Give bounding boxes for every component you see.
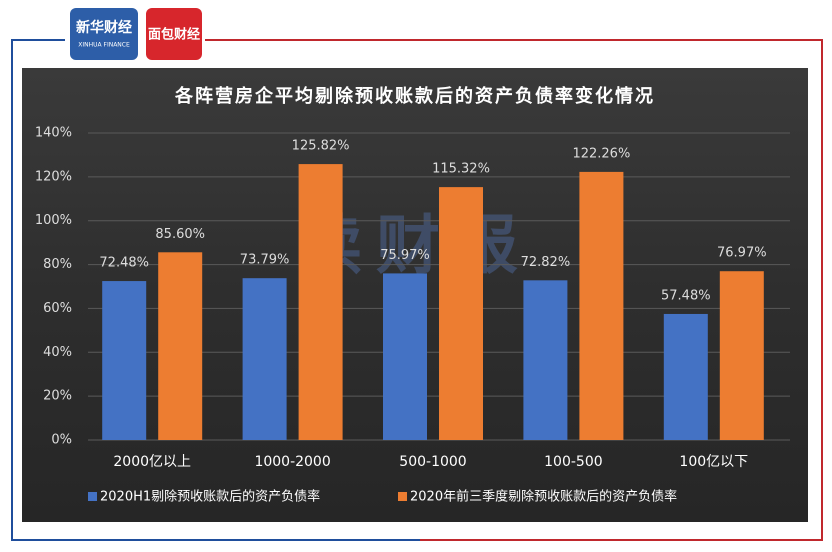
frame-blue	[11, 39, 420, 541]
chart-title: 各阵营房企平均剔除预收账款后的资产负债率变化情况	[174, 85, 655, 107]
y-tick-label: 100%	[35, 213, 72, 228]
logo-left: 新华财经	[76, 19, 132, 36]
y-tick-label: 40%	[43, 345, 72, 360]
y-tick-label: 60%	[43, 301, 72, 316]
x-tick-label: 2000亿以上	[113, 454, 191, 470]
legend-swatch	[398, 492, 407, 501]
legend-swatch	[88, 492, 97, 501]
y-tick-label: 140%	[35, 126, 72, 141]
x-tick-label: 100亿以下	[679, 454, 748, 470]
y-tick-label: 120%	[35, 169, 72, 184]
data-label: 122.26%	[572, 146, 630, 161]
x-tick-label: 500-1000	[399, 454, 466, 470]
bar	[102, 281, 147, 440]
logo-right-box	[146, 8, 202, 60]
data-label: 72.82%	[521, 255, 571, 270]
data-label: 76.97%	[717, 246, 767, 261]
bar	[439, 187, 483, 440]
logo-left-box	[70, 8, 138, 60]
bar	[242, 278, 287, 440]
x-tick-label: 100-500	[544, 454, 603, 470]
data-label: 57.48%	[661, 288, 711, 303]
bar	[158, 252, 203, 440]
data-label: 115.32%	[432, 162, 490, 177]
y-tick-label: 80%	[43, 257, 72, 272]
data-label: 75.97%	[380, 248, 430, 263]
legend-label: 2020H1剔除预收账款后的资产负债率	[100, 489, 320, 505]
bar	[523, 280, 568, 440]
frame-red	[205, 39, 823, 541]
data-label: 85.60%	[155, 227, 205, 242]
x-tick-label: 1000-2000	[254, 454, 330, 470]
y-tick-label: 0%	[51, 433, 72, 448]
data-label: 72.48%	[99, 256, 149, 271]
data-label: 125.82%	[292, 139, 350, 154]
bar	[579, 171, 624, 440]
y-tick-label: 20%	[43, 389, 72, 404]
logo-right: 面包财经	[148, 27, 200, 43]
bar	[719, 271, 764, 440]
bar	[383, 273, 427, 440]
bar	[298, 164, 343, 440]
data-label: 73.79%	[240, 253, 290, 268]
legend-label: 2020年前三季度剔除预收账款后的资产负债率	[410, 489, 677, 505]
logo-left-sub: XINHUA FINANCE	[78, 42, 130, 49]
bar	[663, 313, 708, 440]
